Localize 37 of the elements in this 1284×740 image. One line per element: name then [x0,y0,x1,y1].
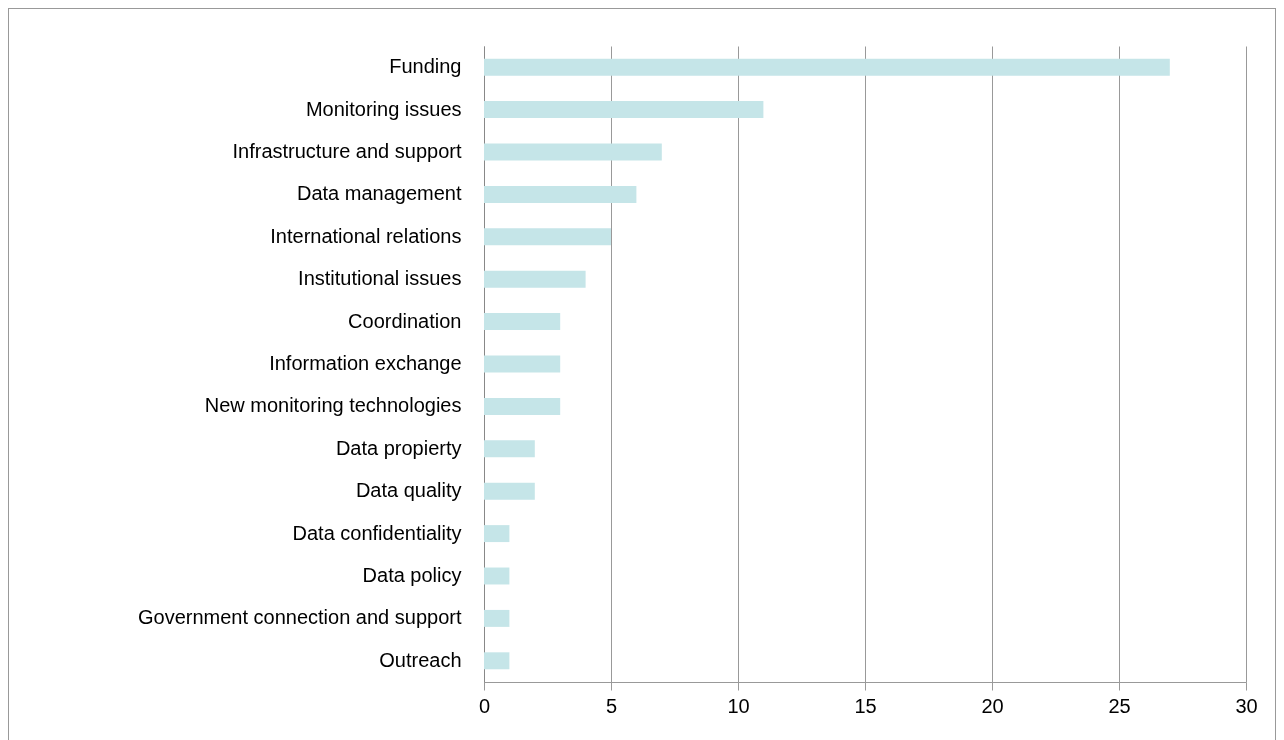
bar [484,397,561,415]
bar [484,313,561,331]
y-tick-label: International relations [270,224,462,247]
x-tick-label: 0 [478,694,491,717]
bar [484,58,1170,76]
y-tick-label: Data policy [362,564,462,586]
y-tick-label: Data confidentiality [292,521,462,544]
x-tick-label: 30 [1235,694,1258,717]
bar [484,228,611,246]
x-tick-label: 25 [1108,694,1131,717]
y-tick-label: Data propierty [335,436,462,459]
bar [484,440,535,458]
y-tick-label: Government connection and support [137,606,462,629]
x-tick-label: 5 [605,694,618,717]
bar [484,652,510,670]
bar [484,567,510,585]
y-tick-label: Coordination [348,309,462,332]
bar [484,525,510,543]
bar [484,270,586,288]
y-tick-label: Information exchange [269,352,462,374]
y-tick-label: New monitoring technologies [204,394,462,417]
bar [484,482,535,500]
y-tick-label: Monitoring issues [305,97,462,120]
y-tick-label: Institutional issues [298,267,462,290]
y-tick-label: Infrastructure and support [232,140,462,162]
bar [484,143,662,161]
y-tick-label: Data quality [355,479,462,502]
x-tick-label: 10 [727,694,750,717]
y-tick-label: Data management [296,182,462,205]
x-tick-label: 20 [981,694,1004,717]
y-tick-label: Outreach [379,648,462,671]
y-tick-label: Funding [389,55,462,78]
x-tick-label: 15 [854,694,877,717]
bar [484,185,637,203]
bar [484,355,561,373]
bar [484,101,764,119]
bar [484,609,510,627]
